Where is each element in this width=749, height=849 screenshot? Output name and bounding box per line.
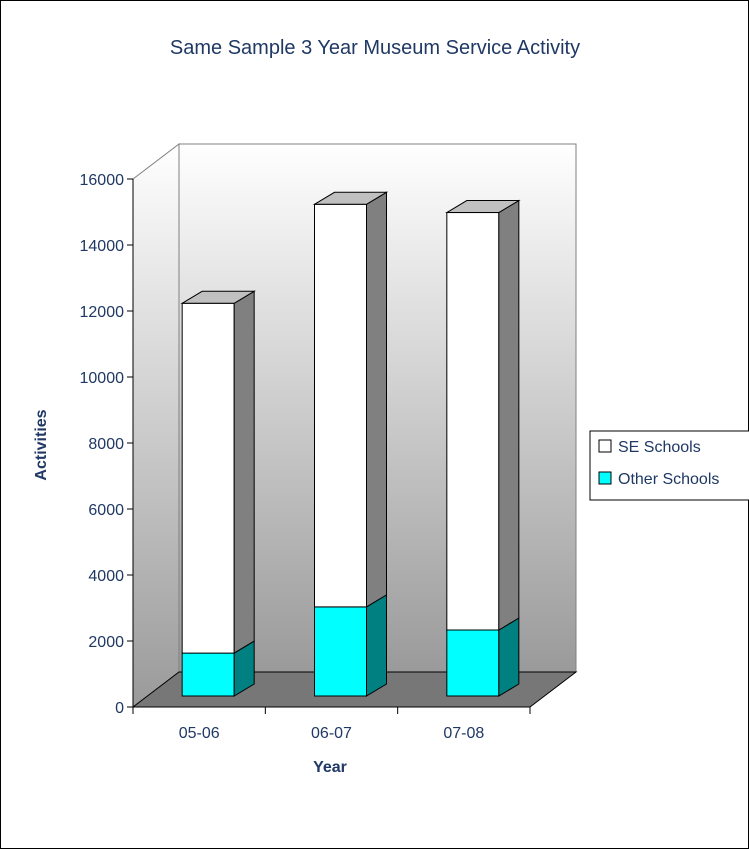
legend-label: Other Schools [618, 471, 719, 488]
bar-06-07-other-schools-side [366, 594, 387, 697]
bar-07-08-other-schools-side [498, 617, 520, 697]
bar-07-08-se-schools-top [445, 200, 521, 214]
x-tick-label: 05-06 [179, 725, 220, 742]
y-tick-label: 2000 [88, 634, 124, 651]
y-tick-label: 14000 [80, 238, 125, 255]
y-tick-label: 0 [115, 700, 124, 717]
bar-06-07-se-schools-front [314, 203, 367, 608]
legend: SE Schools Other Schools [589, 430, 749, 501]
legend-label: SE Schools [618, 439, 701, 456]
chart-title: Same Sample 3 Year Museum Service Activi… [170, 37, 580, 59]
bar-05-06-se-schools-side [233, 290, 255, 654]
bar-06-07-other-schools-front [314, 606, 367, 697]
x-tick-label: 07-08 [443, 725, 484, 742]
bars [180, 191, 521, 697]
legend-box [589, 430, 749, 501]
bar-05-06-se-schools-top [180, 290, 256, 304]
x-tick-label: 06-07 [311, 725, 352, 742]
bar-06-07-se-schools-top [312, 191, 389, 205]
legend-swatch [598, 439, 612, 453]
bar-07-08-se-schools-side [498, 199, 520, 631]
y-axis: 0 2000 4000 6000 8000 10000 12000 14000 16000 [80, 172, 134, 717]
y-tick-label: 8000 [88, 436, 124, 453]
bar-06-07-se-schools-side [366, 191, 387, 608]
bar-07-08-other-schools-front [446, 629, 500, 697]
y-axis-title: Activities [33, 409, 50, 480]
y-tick-label: 6000 [88, 502, 124, 519]
side-wall [132, 142, 180, 709]
bar-05-06-other-schools-front [181, 652, 235, 697]
x-axis: 05-06 06-07 07-08 [132, 706, 531, 742]
y-tick-label: 16000 [80, 172, 125, 189]
bar-07-08-se-schools-front [446, 212, 500, 631]
bar-05-06-se-schools-front [181, 302, 235, 654]
x-axis-title: Year [313, 759, 347, 776]
y-tick-label: 4000 [88, 568, 124, 585]
legend-swatch [598, 471, 612, 485]
y-tick-label: 12000 [80, 304, 125, 321]
y-tick-label: 10000 [80, 370, 125, 387]
